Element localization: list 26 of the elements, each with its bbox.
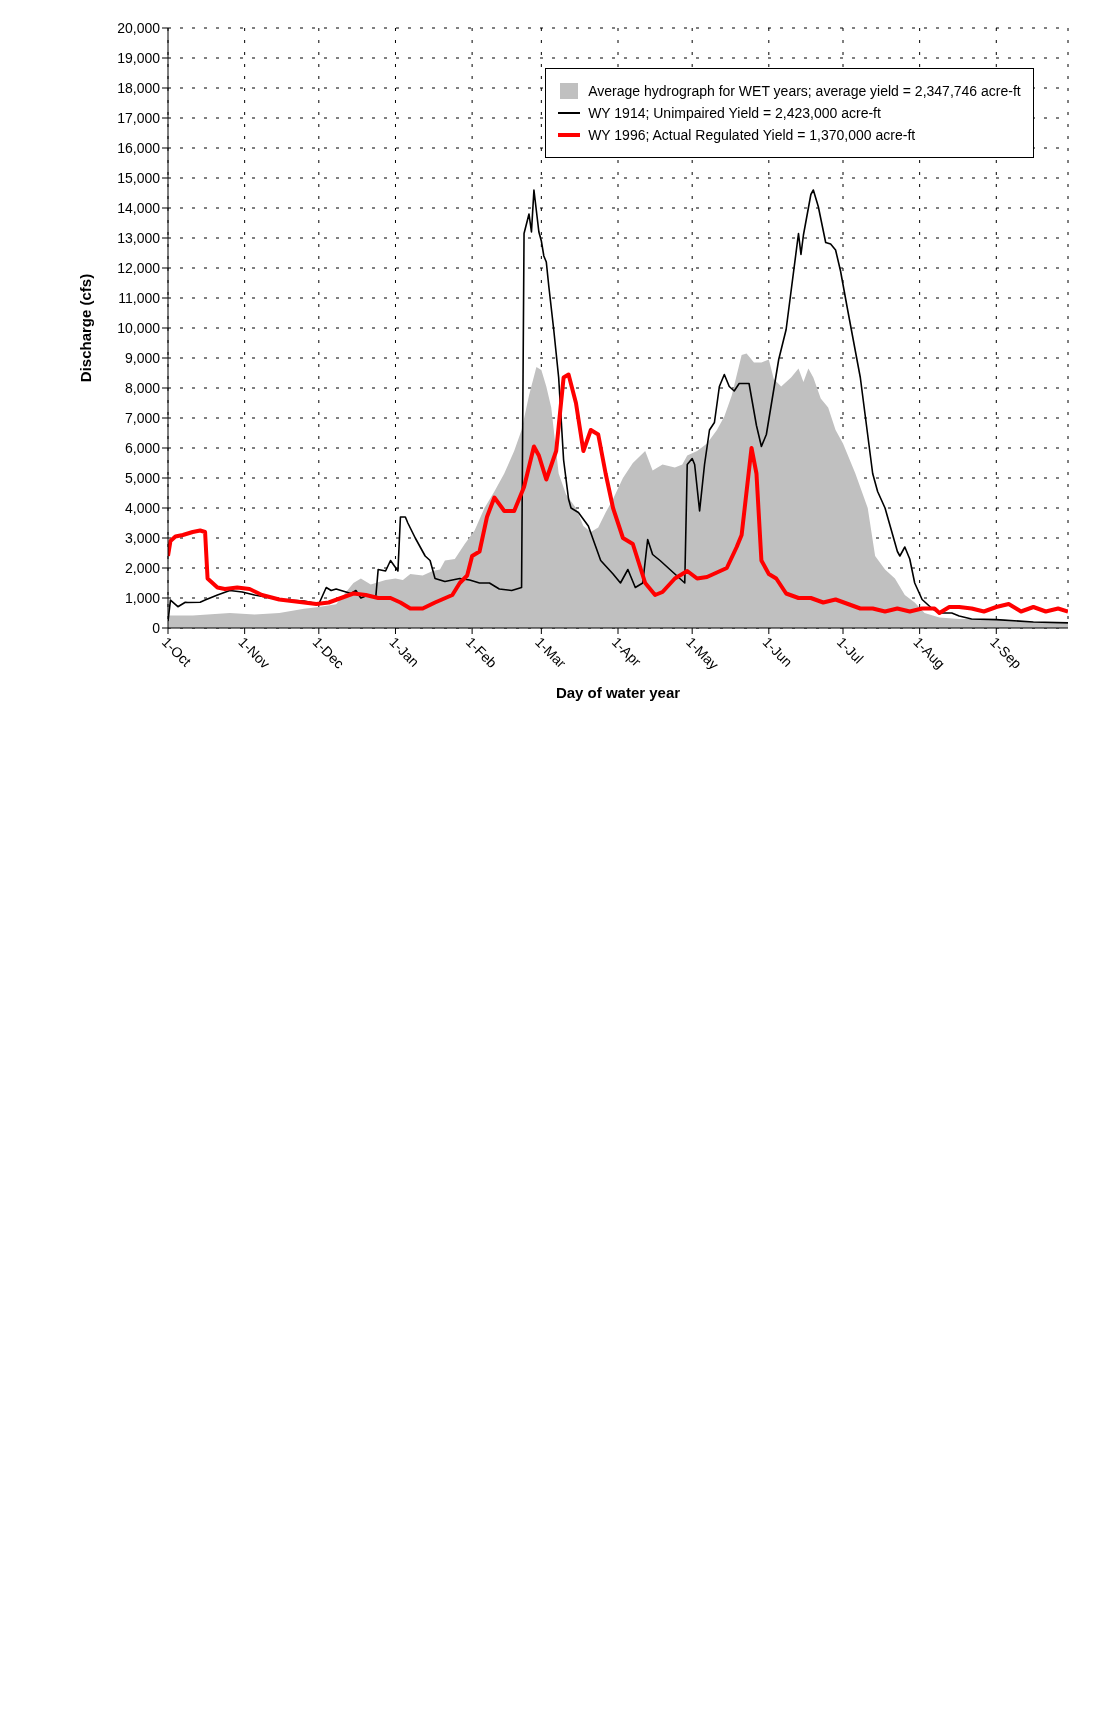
x-axis-title: Day of water year [555, 684, 681, 701]
y-tick-label: 4,000 [124, 499, 161, 516]
y-tick-label: 16,000 [117, 139, 161, 156]
y-tick-label: 10,000 [117, 319, 161, 336]
y-tick-label: 14,000 [117, 199, 161, 216]
legend-label: WY 1914; Unimpaired Yield = 2,423,000 acre-ft [588, 105, 881, 122]
y-tick-label: 6,000 [124, 439, 161, 456]
y-tick-label: 15,000 [117, 169, 161, 186]
y-tick-label: 9,000 [124, 349, 161, 366]
y-tick-label: 0 [152, 619, 161, 636]
y-tick-label: 20,000 [117, 19, 161, 36]
y-tick-label: 1,000 [124, 589, 161, 606]
y-tick-label: 19,000 [117, 49, 161, 66]
y-tick-label: 7,000 [124, 409, 161, 426]
y-tick-label: 8,000 [124, 379, 161, 396]
y-tick-label: 3,000 [124, 529, 161, 546]
y-tick-label: 17,000 [117, 109, 161, 126]
y-tick-label: 12,000 [117, 259, 161, 276]
y-axis-title: Discharge (cfs) [77, 273, 95, 383]
legend-label: Average hydrograph for WET years; average yield = 2,347,746 acre-ft [588, 83, 1021, 100]
y-tick-label: 18,000 [117, 79, 161, 96]
y-tick-label: 11,000 [118, 289, 161, 306]
y-tick-label: 13,000 [117, 229, 161, 246]
y-tick-label: 2,000 [124, 559, 161, 576]
legend-label: WY 1996; Actual Regulated Yield = 1,370,000 acre-ft [588, 127, 916, 144]
y-tick-label: 5,000 [124, 469, 161, 486]
